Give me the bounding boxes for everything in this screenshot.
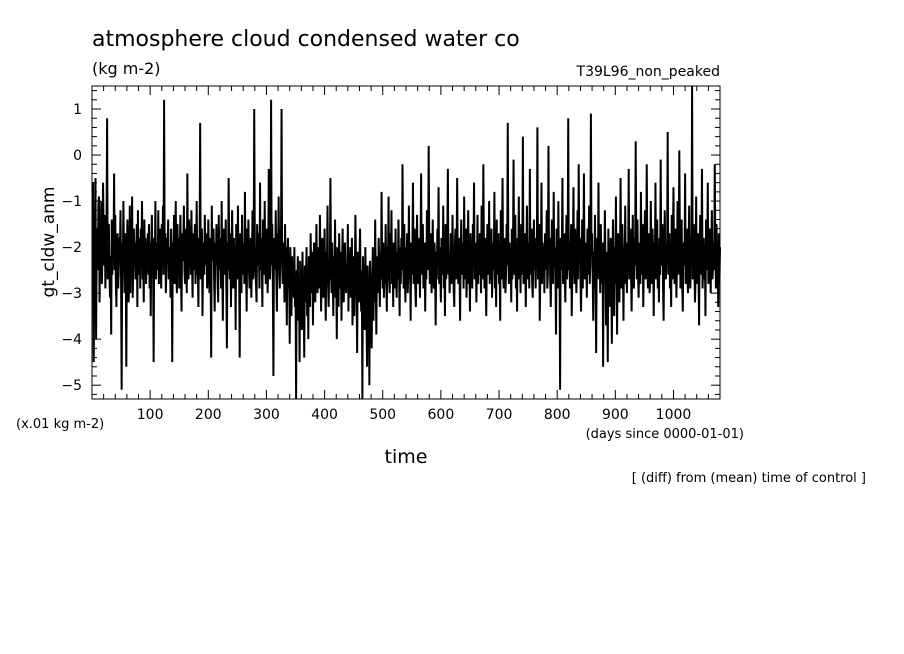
x-tick-label: 300 <box>253 407 280 423</box>
y-tick-label: −4 <box>61 332 82 348</box>
x-tick-label: 900 <box>602 407 629 423</box>
y-axis-label: gt_cldw_anm <box>39 187 59 298</box>
chart-title: atmosphere cloud condensed water co <box>92 27 520 52</box>
x-tick-label: 500 <box>369 407 396 423</box>
y-unit-note: (x.01 kg m-2) <box>16 417 104 432</box>
series-line <box>91 85 721 400</box>
x-tick-label: 400 <box>311 407 338 423</box>
x-tick-label: 1000 <box>656 407 692 423</box>
x-unit-note: (days since 0000-01-01) <box>586 427 744 442</box>
y-tick-label: 0 <box>73 148 82 164</box>
experiment-label: T39L96_non_peaked <box>576 64 720 80</box>
y-tick-label: −1 <box>61 194 82 210</box>
y-tick-label: −5 <box>61 378 82 394</box>
units-label: (kg m-2) <box>92 59 161 78</box>
x-axis-label: time <box>385 446 428 468</box>
tick-labels: 100 200 300 400 500 600 700 800 900 1000 1 0 −1 −2 −3 −… <box>61 102 691 423</box>
y-tick-label: −2 <box>61 240 82 256</box>
x-tick-label: 100 <box>137 407 164 423</box>
y-tick-label: −3 <box>61 286 82 302</box>
y-tick-label: 1 <box>73 102 82 118</box>
x-tick-label: 600 <box>428 407 455 423</box>
x-tick-label: 800 <box>544 407 571 423</box>
footnote: [ (diff) from (mean) time of control ] <box>632 471 866 486</box>
x-tick-label: 200 <box>195 407 222 423</box>
x-tick-label: 700 <box>486 407 513 423</box>
